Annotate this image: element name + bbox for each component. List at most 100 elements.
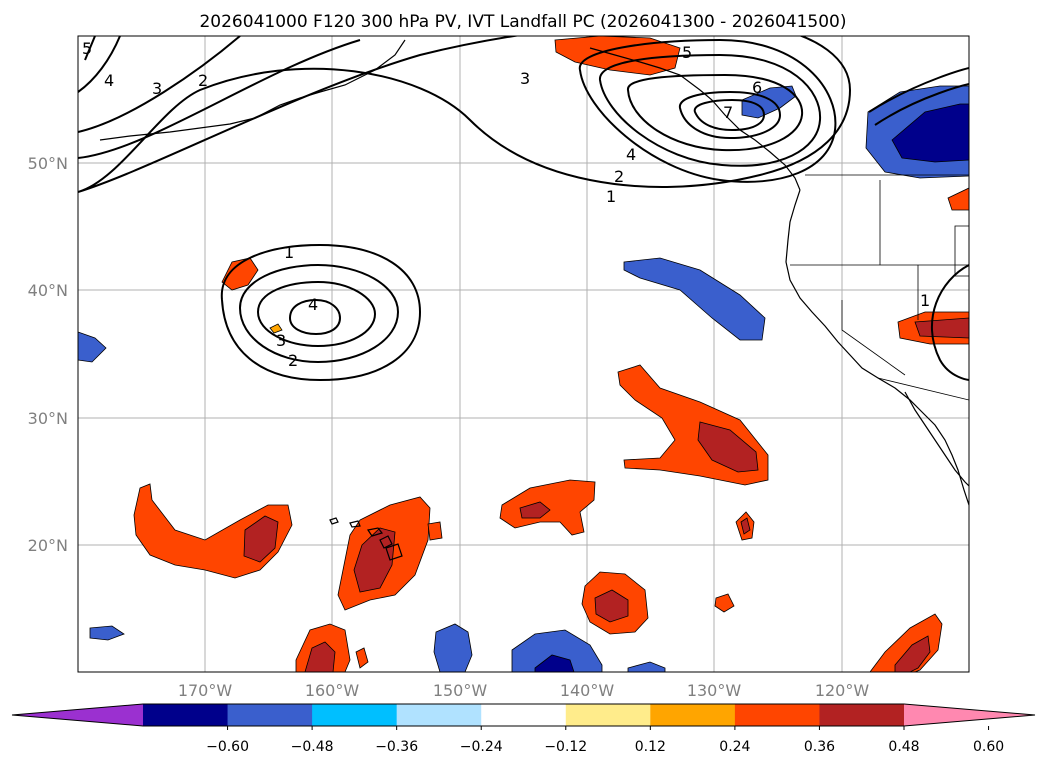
colorbar-outline	[11, 703, 1036, 727]
contour-labels: 5 4 3 2 3 5 6 7 4 2 1 1 4 3 2 1	[82, 39, 930, 370]
coast-hawaii-2	[349, 520, 361, 528]
lat-label-30n: 30°N	[28, 409, 68, 428]
contour-label-4-nw: 4	[104, 71, 114, 90]
colorbar-segment	[734, 704, 820, 726]
contour-label-1-east: 1	[920, 291, 930, 310]
contour-alaska-1	[578, 38, 837, 183]
map-content: 5 4 3 2 3 5 6 7 4 2 1 1 4 3 2 1	[78, 36, 969, 672]
region-central-red	[519, 501, 551, 519]
lon-label-130w: 130°W	[687, 681, 742, 700]
region-ep-red	[697, 421, 759, 473]
contour-label-2-midlat: 2	[288, 351, 298, 370]
colorbar-tick-label: −0.36	[375, 739, 418, 755]
contour-midlat-3	[257, 280, 377, 348]
colorbar-segment	[481, 704, 567, 726]
region-tiny-orange	[714, 593, 735, 613]
contour-alaska-2	[598, 53, 822, 167]
region-south-red	[594, 589, 629, 623]
pv-contours	[78, 36, 969, 382]
borders	[790, 174, 969, 401]
contour-label-3-nw: 3	[152, 79, 162, 98]
region-midlat-orange	[221, 257, 259, 291]
contour-4-north	[78, 36, 121, 93]
coast-hawaii-5	[385, 543, 403, 561]
lat-label-50n: 50°N	[28, 154, 68, 173]
colorbar-segment	[227, 704, 313, 726]
contour-alaska-4	[678, 90, 782, 140]
region-bottom-blue-1	[433, 623, 473, 672]
contour-label-4-ak: 4	[626, 145, 636, 164]
colorbar-segment	[143, 704, 229, 726]
contour-midlat-2	[239, 263, 400, 364]
region-hawaii-orange-small	[427, 521, 443, 541]
coast-hawaii-3	[367, 527, 384, 537]
latitude-labels: 50°N 40°N 30°N 20°N	[28, 154, 68, 555]
contour-label-7-ak: 7	[723, 103, 733, 122]
region-bottom-blue-2	[511, 629, 603, 672]
coast-hawaii-1	[329, 517, 339, 525]
coast-baja	[904, 391, 969, 487]
contour-1-north	[78, 36, 852, 193]
region-small-red-127w	[740, 517, 751, 535]
colorbar-segment	[650, 704, 736, 726]
colorbar-segments	[143, 704, 905, 726]
contour-label-2-nw: 2	[198, 71, 208, 90]
coast-alaska-bc	[589, 47, 801, 191]
colorbar-tick-label: 0.48	[888, 739, 919, 755]
region-bottom-red	[304, 641, 336, 672]
filled-regions	[78, 36, 969, 672]
contour-label-3-n: 3	[520, 69, 530, 88]
lon-label-120w: 120°W	[815, 681, 870, 700]
region-bottom-darkblue	[534, 654, 575, 672]
region-wp-red	[243, 515, 279, 563]
coast-us-west	[785, 189, 969, 506]
colorbar-segment	[819, 704, 905, 726]
contour-east-2	[874, 83, 969, 126]
contour-midlat-1	[220, 243, 422, 382]
coast-hawaii-4	[379, 535, 393, 549]
region-california-red	[914, 317, 969, 339]
contour-label-1-ak: 1	[606, 187, 616, 206]
contour-label-6-ak: 6	[752, 78, 762, 97]
lon-label-150w: 150°W	[433, 681, 488, 700]
colorbar-segment	[396, 704, 482, 726]
region-bc-blue	[741, 85, 797, 119]
contour-label-5-ak: 5	[682, 43, 692, 62]
map-frame	[77, 35, 970, 673]
lon-label-140w: 140°W	[560, 681, 615, 700]
contour-alaska-3	[627, 73, 804, 152]
contour-midlat-4	[289, 298, 342, 336]
colorbar-segment	[565, 704, 651, 726]
colorbar-tick-label: 0.36	[804, 739, 835, 755]
colorbar: −0.60 −0.48 −0.36 −0.24 −0.12 0.12 0.24 0.36 0.4…	[11, 703, 1036, 755]
lat-label-20n: 20°N	[28, 536, 68, 555]
region-west-blue	[78, 331, 107, 363]
colorbar-segment	[312, 704, 398, 726]
region-sw-blue	[89, 625, 125, 641]
region-pacific-blue-streak	[623, 257, 766, 341]
region-se-red	[894, 635, 931, 672]
contour-label-2-ak: 2	[614, 167, 624, 186]
colorbar-tick-label: −0.60	[206, 739, 249, 755]
region-bottom-orange-small	[355, 647, 369, 669]
colorbar-tick-label: −0.48	[291, 739, 334, 755]
colorbar-tick-label: 0.24	[719, 739, 750, 755]
lon-label-160w: 160°W	[305, 681, 360, 700]
contour-label-4-midlat: 4	[308, 295, 318, 314]
figure-title: 2026041000 F120 300 hPa PV, IVT Landfall…	[199, 12, 846, 32]
region-ne-darkblue	[891, 103, 969, 163]
colorbar-extend-left	[12, 704, 143, 726]
region-small-yellow	[269, 323, 283, 334]
contour-alaska-5	[693, 98, 766, 132]
region-bottom-blue-3	[627, 661, 666, 672]
border-us-mexico	[877, 377, 969, 401]
contour-5-north	[84, 36, 96, 61]
border-state-5	[954, 225, 969, 277]
contour-label-5-nw: 5	[82, 39, 92, 58]
colorbar-tick-label: −0.12	[544, 739, 587, 755]
colorbar-ticks: −0.60 −0.48 −0.36 −0.24 −0.12 0.12 0.24 0.36 0.4…	[206, 726, 1004, 755]
contour-label-1-midlat: 1	[284, 243, 294, 262]
contour-east-1	[868, 67, 969, 113]
lat-label-40n: 40°N	[28, 281, 68, 300]
